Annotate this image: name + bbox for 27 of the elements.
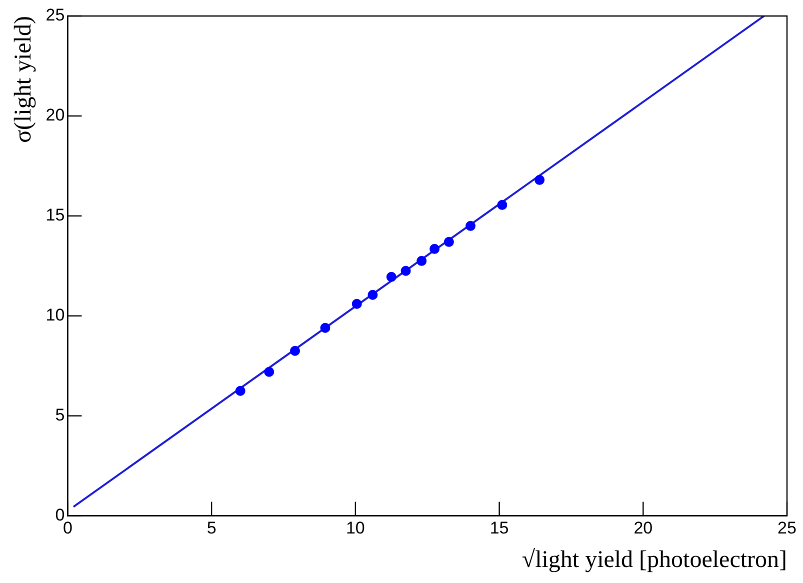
y-tick-label: 0: [55, 505, 65, 524]
point: [264, 366, 274, 377]
y-tick-label: 15: [46, 206, 65, 225]
point: [386, 272, 396, 282]
point: [430, 244, 440, 254]
point: [368, 290, 378, 300]
x-tick-label: 20: [634, 518, 653, 538]
x-tick-label: 25: [778, 518, 796, 538]
point: [400, 266, 411, 276]
point: [497, 200, 508, 210]
x-axis-title: √light yield [photoelectron]: [522, 546, 787, 573]
x-tick-label: 5: [206, 518, 216, 538]
point: [235, 386, 246, 396]
point: [352, 298, 362, 309]
x-tick-label: 15: [490, 518, 509, 538]
point: [290, 346, 300, 356]
point: [416, 256, 427, 266]
y-tick-label: 25: [46, 6, 65, 25]
y-tick-label: 10: [46, 306, 65, 325]
y-axis-title: σ(light yield): [10, 16, 37, 143]
y-tick-label: 20: [46, 106, 65, 125]
point: [534, 174, 545, 185]
x-tick-label: 10: [346, 518, 365, 538]
point: [466, 220, 476, 231]
y-tick-label: 5: [55, 406, 65, 425]
point: [320, 322, 330, 333]
point: [444, 236, 454, 247]
